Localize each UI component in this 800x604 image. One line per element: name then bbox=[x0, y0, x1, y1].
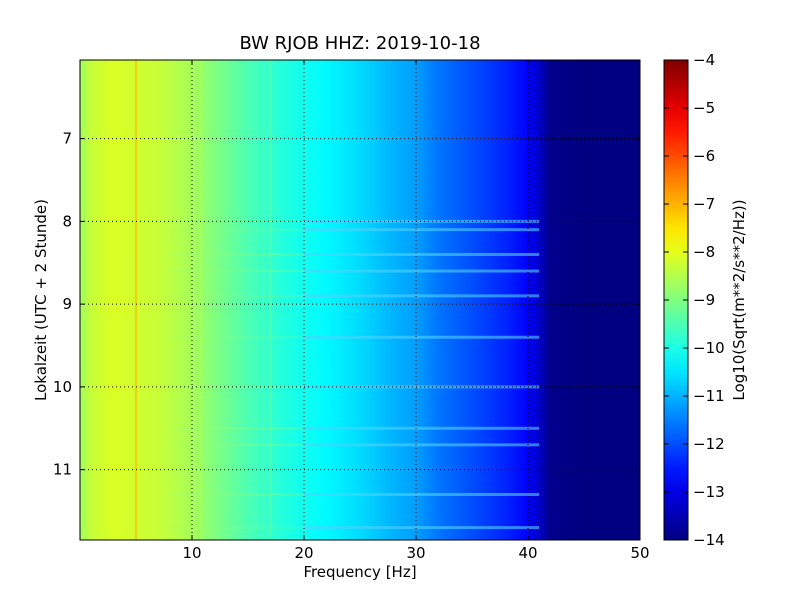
colorbar-tick-label: −12 bbox=[693, 435, 725, 453]
x-tick-label: 10 bbox=[182, 544, 201, 562]
colorbar-tick-label: −6 bbox=[693, 147, 715, 165]
event-band-low bbox=[169, 444, 304, 446]
spectral-line bbox=[134, 60, 138, 540]
event-band bbox=[304, 426, 540, 430]
colorbar-tick-label: −4 bbox=[693, 51, 715, 69]
event-band bbox=[304, 335, 540, 339]
y-axis-label: Lokalzeit (UTC + 2 Stunde) bbox=[32, 199, 50, 401]
colorbar-tick-label: −9 bbox=[693, 291, 715, 309]
y-tick-label: 10 bbox=[53, 378, 72, 396]
event-band bbox=[304, 294, 540, 298]
x-axis-label: Frequency [Hz] bbox=[303, 563, 416, 581]
spectrogram-image bbox=[80, 60, 640, 540]
colorbar-label: Log10(Sqrt(m**2/s**2/Hz)) bbox=[730, 199, 748, 400]
chart-title: BW RJOB HHZ: 2019-10-18 bbox=[239, 33, 480, 54]
y-tick-label: 9 bbox=[62, 295, 72, 313]
colorbar-tick-label: −11 bbox=[693, 387, 725, 405]
y-tick-label: 11 bbox=[53, 461, 72, 479]
y-tick-label: 8 bbox=[62, 212, 72, 230]
x-tick-label: 50 bbox=[630, 544, 649, 562]
event-band bbox=[304, 252, 540, 256]
event-band bbox=[304, 269, 540, 273]
event-band-low bbox=[169, 253, 304, 256]
event-band-low bbox=[169, 295, 304, 297]
x-tick-label: 40 bbox=[518, 544, 537, 562]
colorbar-tick-label: −7 bbox=[693, 195, 715, 213]
colorbar-tick-label: −14 bbox=[693, 531, 725, 549]
event-band-low bbox=[169, 228, 304, 231]
colorbar-tick-label: −5 bbox=[693, 99, 715, 117]
event-band bbox=[304, 492, 540, 496]
event-band-low bbox=[169, 427, 304, 430]
event-band bbox=[304, 385, 540, 389]
y-tick-label: 7 bbox=[62, 130, 72, 148]
colorbar-tick-label: −10 bbox=[693, 339, 725, 357]
x-tick-label: 30 bbox=[406, 544, 425, 562]
spectral-line bbox=[199, 60, 203, 540]
event-band-low bbox=[169, 270, 304, 272]
spectral-line bbox=[269, 60, 272, 540]
event-band bbox=[304, 228, 540, 232]
colorbar-tick-label: −13 bbox=[693, 483, 725, 501]
event-band bbox=[304, 443, 540, 447]
event-band-low bbox=[169, 336, 304, 339]
event-band-low bbox=[169, 526, 304, 529]
event-band bbox=[304, 526, 540, 530]
event-band bbox=[304, 219, 540, 223]
plot-frame bbox=[79, 59, 641, 541]
event-band-low bbox=[169, 493, 304, 496]
x-tick-label: 20 bbox=[294, 544, 313, 562]
colorbar-tick-label: −8 bbox=[693, 243, 715, 261]
